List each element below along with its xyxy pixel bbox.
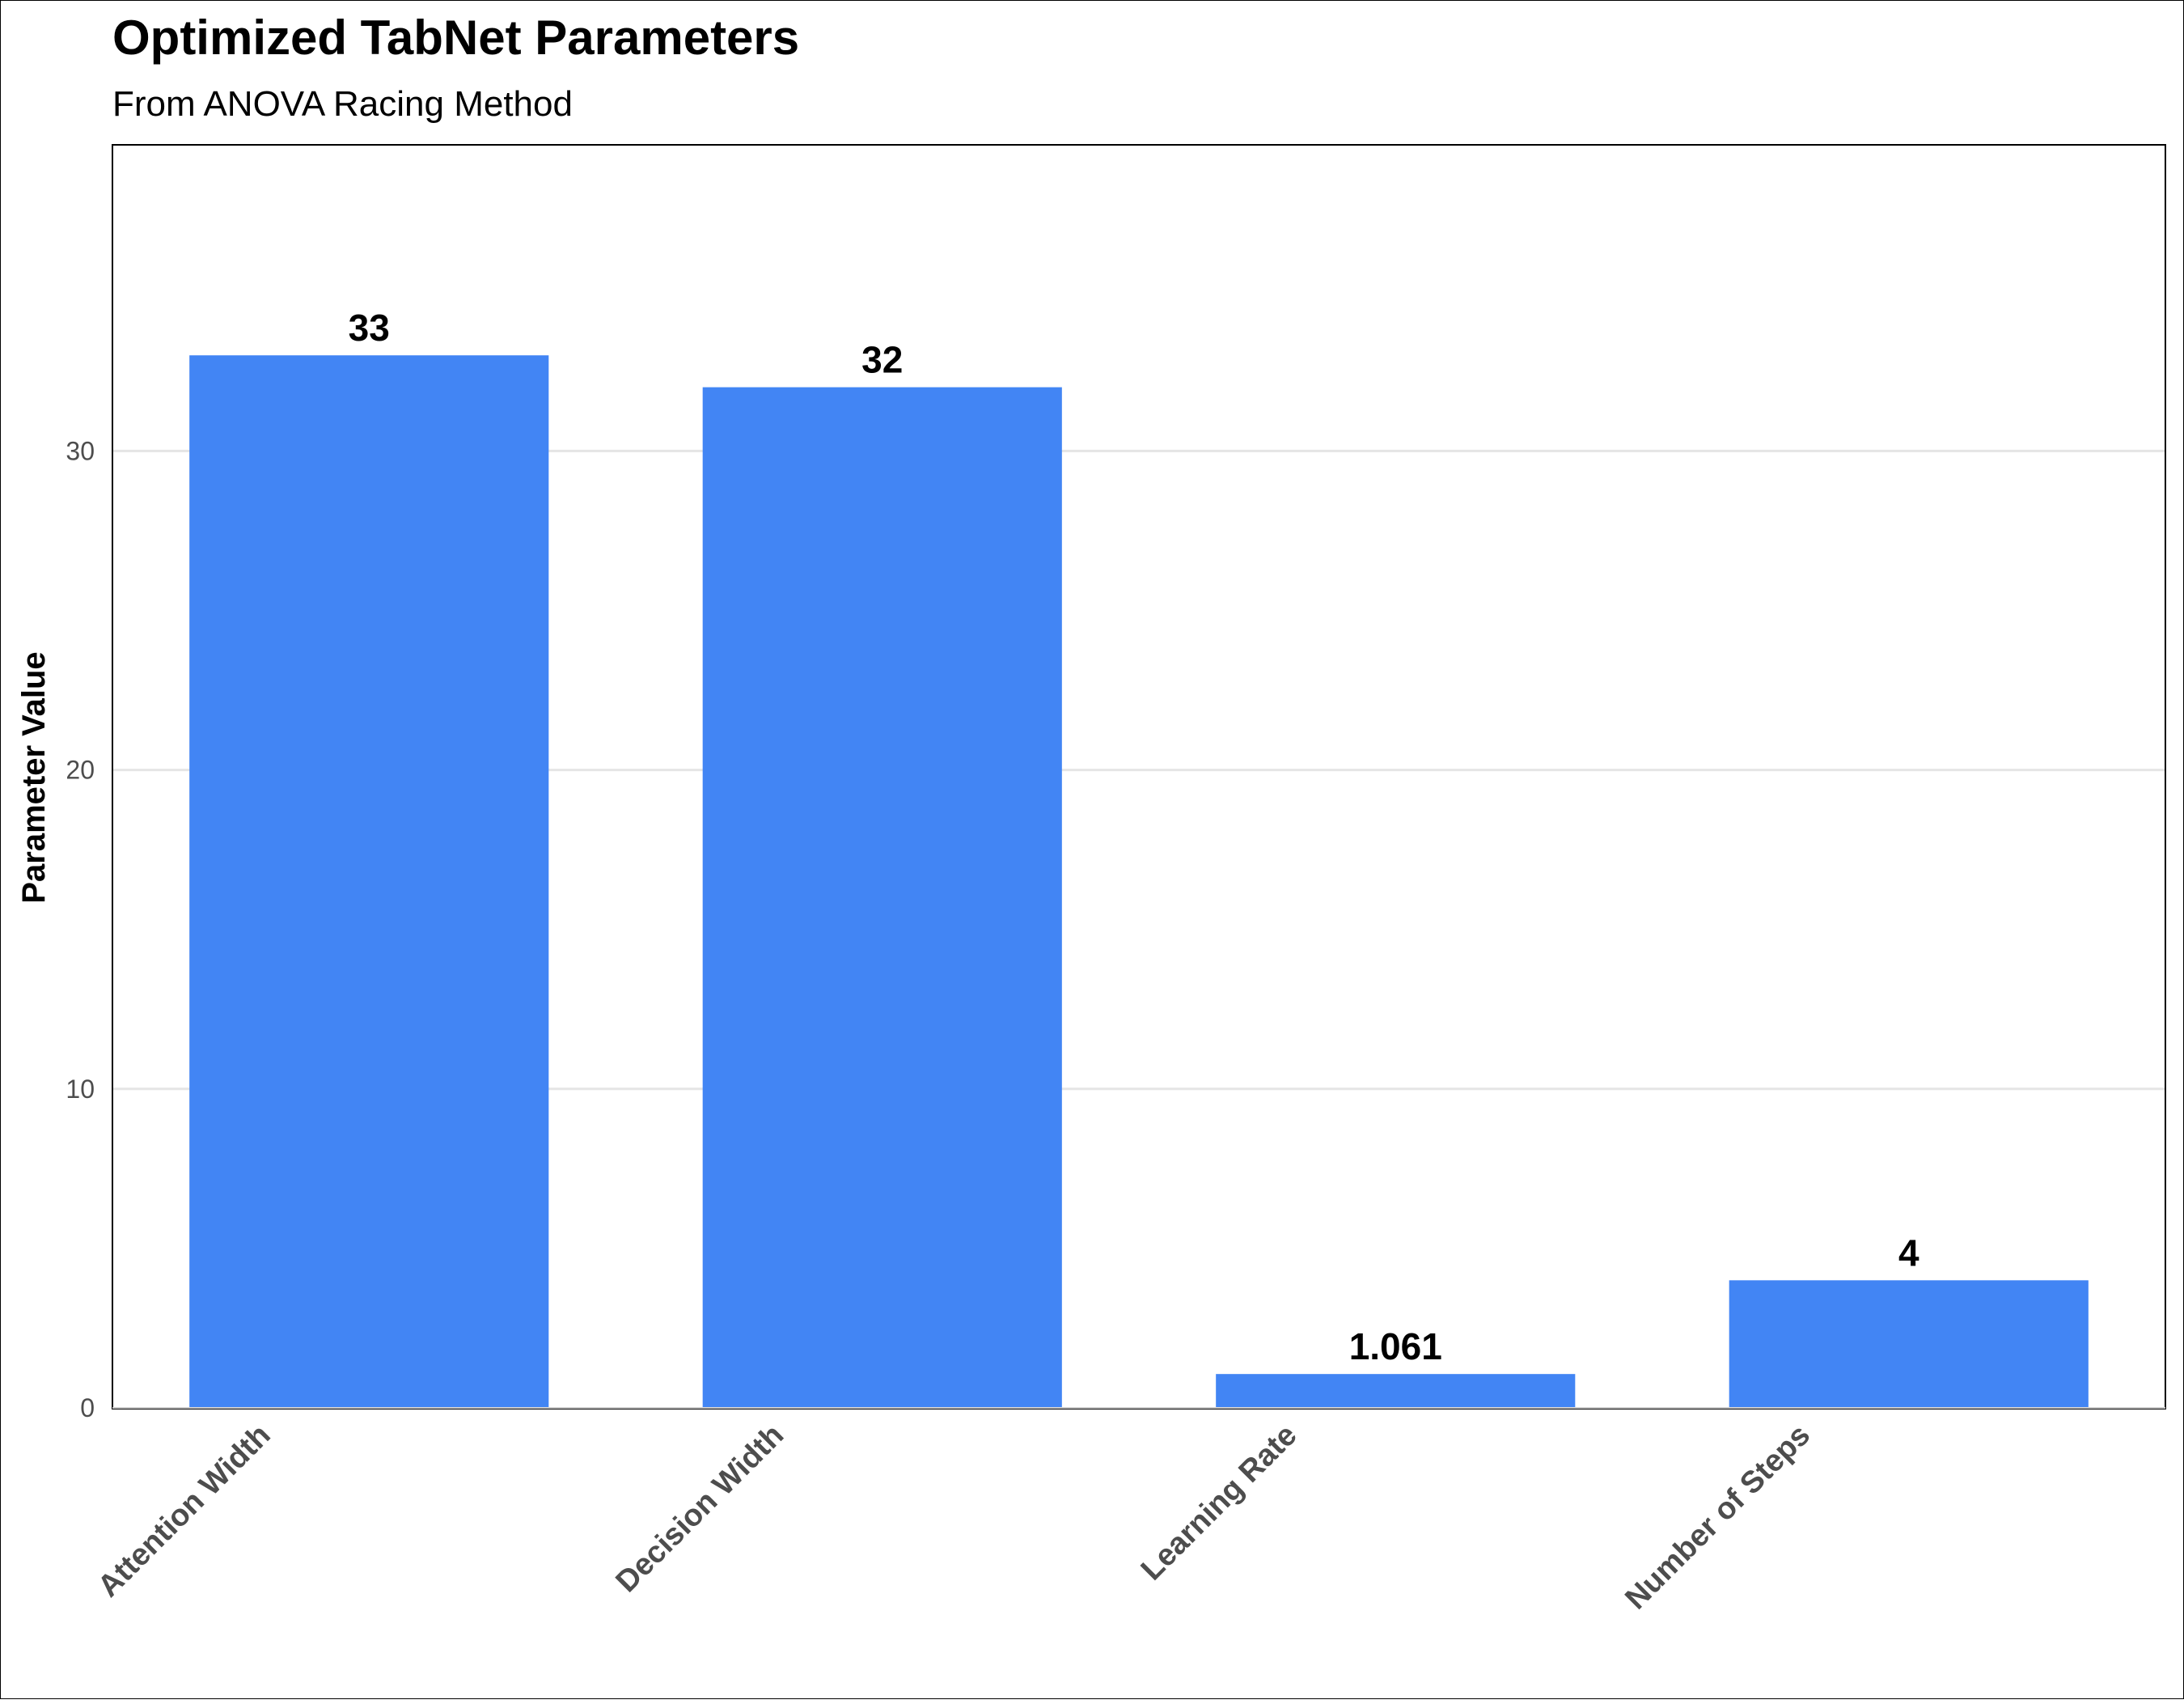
data-label: 33 bbox=[349, 307, 390, 349]
x-tick-label: Number of Steps bbox=[1619, 1418, 1817, 1617]
y-axis-ticks: 0 10 20 30 bbox=[66, 436, 95, 1422]
y-tick-label: 30 bbox=[66, 436, 95, 465]
x-axis-ticks: Attention Width Decision Width Learning Ra… bbox=[91, 1418, 1817, 1617]
data-label: 4 bbox=[1898, 1231, 1919, 1274]
bar bbox=[189, 355, 549, 1409]
bars bbox=[189, 355, 2089, 1409]
x-tick-label: Learning Rate bbox=[1135, 1418, 1304, 1587]
chart-subtitle: From ANOVA Racing Method bbox=[112, 84, 573, 124]
bar bbox=[1216, 1374, 1576, 1408]
y-tick-label: 0 bbox=[80, 1393, 95, 1422]
x-tick-label: Attention Width bbox=[91, 1418, 277, 1604]
y-tick-label: 10 bbox=[66, 1075, 95, 1104]
data-label: 32 bbox=[861, 339, 903, 381]
value-labels: 33 32 1.061 4 bbox=[349, 307, 1919, 1367]
chart-title: Optimized TabNet Parameters bbox=[112, 11, 799, 65]
y-tick-label: 20 bbox=[66, 756, 95, 785]
bar bbox=[1729, 1280, 2089, 1408]
bar bbox=[702, 387, 1062, 1409]
y-axis-label: Parameter Value bbox=[16, 651, 52, 903]
data-label: 1.061 bbox=[1349, 1325, 1442, 1367]
x-tick-label: Decision Width bbox=[610, 1418, 791, 1600]
